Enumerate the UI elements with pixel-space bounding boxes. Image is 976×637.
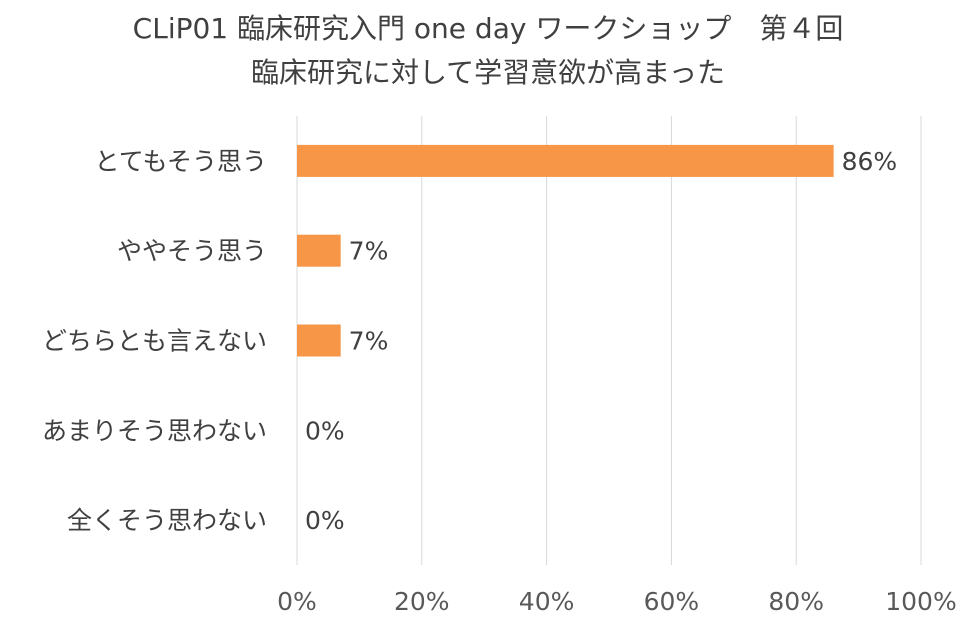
category-label-2: ややそう思う — [117, 237, 267, 266]
data-labels: 86% 7% 7% 0% 0% — [305, 147, 897, 535]
bar-2 — [297, 234, 341, 267]
category-label-1: とてもそう思う — [94, 147, 267, 176]
x-tick-label-5: 80% — [768, 587, 824, 616]
bar-1 — [297, 144, 834, 177]
gridlines — [296, 116, 922, 565]
bar-3 — [297, 324, 341, 357]
bars — [297, 144, 834, 357]
x-axis-tick-labels: 0% 20% 40% 60% 80% 100% — [277, 587, 957, 616]
x-tick-label-4: 60% — [644, 587, 700, 616]
data-label-4: 0% — [305, 416, 345, 445]
x-tick-label-1: 0% — [277, 587, 317, 616]
category-label-3: どちらとも言えない — [42, 327, 267, 356]
chart-title-line-2: 臨床研究に対して学習意欲が高まった — [251, 56, 725, 89]
data-label-3: 7% — [349, 327, 389, 356]
category-label-5: 全くそう思わない — [67, 506, 267, 535]
data-label-5: 0% — [305, 506, 345, 535]
data-label-1: 86% — [842, 147, 898, 176]
x-tick-label-3: 40% — [519, 587, 575, 616]
category-label-4: あまりそう思わない — [42, 416, 267, 445]
x-tick-label-2: 20% — [394, 587, 450, 616]
chart-title: CLiP01 臨床研究入門 one day ワークショップ 第４回臨床研究に対し… — [133, 12, 844, 89]
chart-title-line-1: CLiP01 臨床研究入門 one day ワークショップ 第４回 — [133, 12, 844, 45]
x-tick-label-6: 100% — [885, 587, 956, 616]
data-label-2: 7% — [349, 237, 389, 266]
